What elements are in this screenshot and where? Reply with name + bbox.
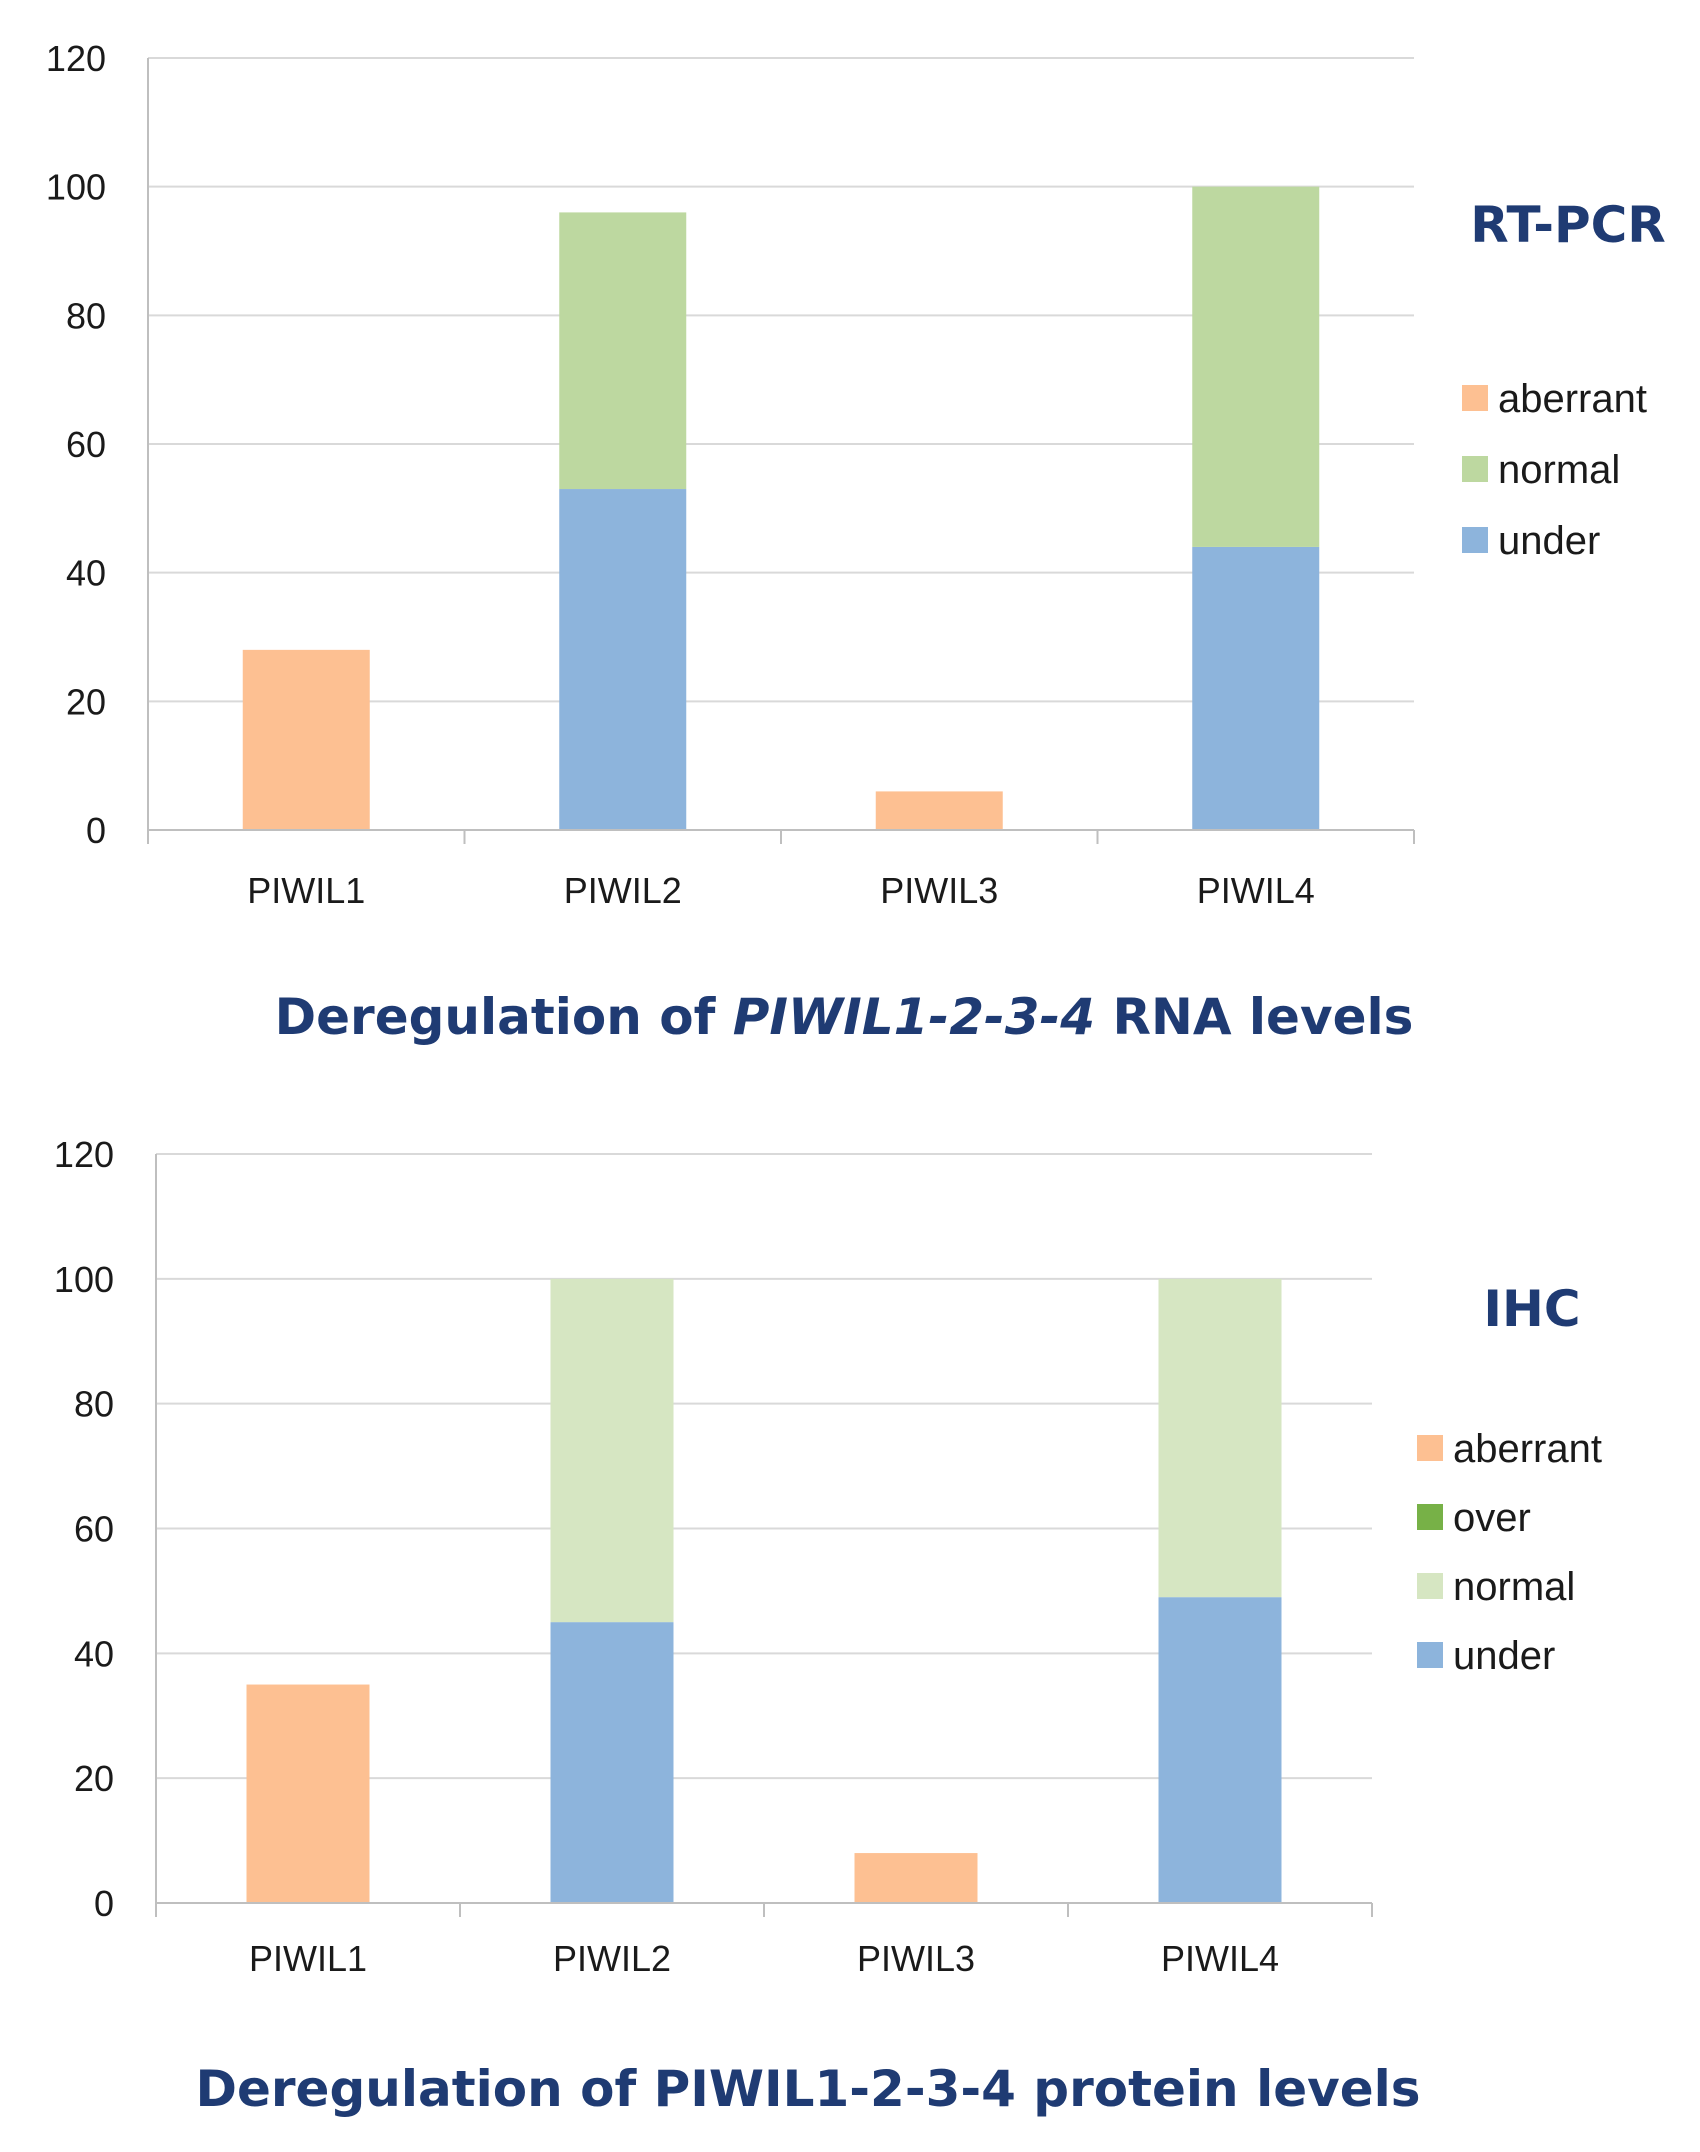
legend: aberrant over normal under <box>1417 1427 1602 1678</box>
y-tick-label: 0 <box>86 810 106 851</box>
legend-swatch-normal <box>1462 456 1488 482</box>
legend-swatch-under <box>1462 527 1488 553</box>
y-tick-label: 80 <box>74 1384 114 1425</box>
chart-rt-pcr: 0 20 40 60 80 100 120 PIWIL1 PIWIL2 PIWIL3 PIWIL4… <box>46 38 1666 1046</box>
x-axis <box>147 58 1415 844</box>
bar-normal-piwil4 <box>1192 186 1320 547</box>
bar-aberrant-piwil3 <box>854 1853 978 1903</box>
legend-label-normal: normal <box>1498 448 1620 492</box>
chart-title: Deregulation of PIWIL1-2-3-4 protein lev… <box>195 2060 1420 2118</box>
bar-under-piwil4 <box>1158 1597 1282 1903</box>
x-tick-label: PIWIL2 <box>564 870 682 911</box>
chart-tag: RT-PCR <box>1470 196 1666 254</box>
y-tick-label: 100 <box>54 1259 114 1300</box>
x-tick-label: PIWIL1 <box>247 870 365 911</box>
legend-swatch-aberrant <box>1417 1435 1443 1461</box>
legend-label-normal: normal <box>1453 1565 1575 1609</box>
y-axis-ticks: 0 20 40 60 80 100 120 <box>46 38 106 851</box>
chart-tag: IHC <box>1483 1280 1580 1338</box>
y-tick-label: 120 <box>54 1134 114 1175</box>
title-italic-gene: PIWIL1-2-3-4 <box>733 988 1095 1046</box>
legend-label-aberrant: aberrant <box>1498 377 1647 421</box>
y-tick-label: 20 <box>66 681 106 722</box>
legend-label-under: under <box>1498 519 1600 563</box>
bar-under-piwil2 <box>550 1622 674 1903</box>
y-tick-label: 0 <box>94 1883 114 1924</box>
legend-label-over: over <box>1453 1496 1531 1540</box>
x-tick-label: PIWIL2 <box>553 1938 671 1979</box>
title-suffix: RNA levels <box>1095 988 1413 1046</box>
legend: aberrant normal under <box>1462 377 1647 563</box>
legend-label-under: under <box>1453 1634 1555 1678</box>
bar-aberrant-piwil1 <box>246 1684 370 1903</box>
bar-normal-piwil4 <box>1158 1278 1282 1598</box>
y-tick-label: 20 <box>74 1758 114 1799</box>
x-tick-label: PIWIL3 <box>880 870 998 911</box>
y-tick-label: 120 <box>46 38 106 79</box>
legend-swatch-aberrant <box>1462 385 1488 411</box>
bar-aberrant-piwil1 <box>242 649 370 830</box>
y-tick-label: 60 <box>66 424 106 465</box>
y-axis-ticks: 0 20 40 60 80 100 120 <box>54 1134 114 1924</box>
y-tick-label: 40 <box>66 553 106 594</box>
x-axis <box>155 1154 1373 1917</box>
y-tick-label: 100 <box>46 167 106 208</box>
x-tick-label: PIWIL1 <box>249 1938 367 1979</box>
legend-swatch-under <box>1417 1642 1443 1668</box>
x-tick-label: PIWIL4 <box>1161 1938 1279 1979</box>
bar-under-piwil2 <box>559 489 687 830</box>
x-tick-label: PIWIL3 <box>857 1938 975 1979</box>
chart-title: Deregulation of PIWIL1-2-3-4 RNA levels <box>275 988 1414 1046</box>
bar-normal-piwil2 <box>550 1278 674 1623</box>
bar-aberrant-piwil3 <box>875 791 1003 830</box>
bar-normal-piwil2 <box>559 212 687 490</box>
y-tick-label: 60 <box>74 1509 114 1550</box>
chart-ihc: 0 20 40 60 80 100 120 PIWIL1 PIWIL2 PIWIL3 PIWIL4… <box>54 1134 1602 2118</box>
bar-stacks <box>242 186 1320 830</box>
x-axis-ticks: PIWIL1 PIWIL2 PIWIL3 PIWIL4 <box>247 870 1315 911</box>
legend-swatch-normal <box>1417 1573 1443 1599</box>
bar-stacks <box>246 1278 1282 1903</box>
x-tick-label: PIWIL4 <box>1197 870 1315 911</box>
x-axis-ticks: PIWIL1 PIWIL2 PIWIL3 PIWIL4 <box>249 1938 1279 1979</box>
y-tick-label: 80 <box>66 295 106 336</box>
bar-under-piwil4 <box>1192 546 1320 830</box>
legend-swatch-over <box>1417 1504 1443 1530</box>
title-prefix: Deregulation of <box>275 988 733 1046</box>
y-tick-label: 40 <box>74 1633 114 1674</box>
legend-label-aberrant: aberrant <box>1453 1427 1602 1471</box>
